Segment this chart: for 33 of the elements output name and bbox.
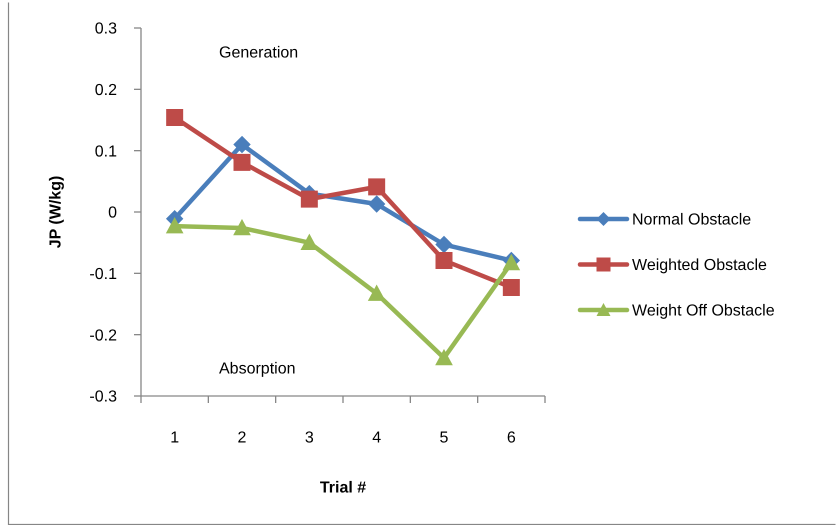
annotation: Absorption [219, 360, 296, 378]
y-tick-label: 0.1 [94, 143, 118, 160]
point [234, 136, 250, 154]
point [436, 236, 452, 254]
x-tick-label: 6 [506, 430, 516, 447]
point [300, 190, 318, 208]
y-tick-label: 0.3 [94, 20, 118, 38]
x-axis-title: Trial # [320, 480, 366, 497]
y-axis-title: JP (W/kg) [48, 176, 65, 248]
y-tick-label: -0.3 [89, 388, 118, 406]
y-tick-label: 0.2 [94, 82, 118, 99]
point [234, 154, 250, 171]
y-tick-label: 0 [108, 204, 118, 222]
point [368, 285, 386, 301]
y-tick-label: -0.1 [89, 266, 118, 283]
x-tick-label: 2 [238, 430, 247, 447]
point [234, 219, 250, 236]
y-tick-label: -0.2 [89, 327, 118, 344]
point [436, 349, 452, 366]
legend-label: Weight Off Obstacle [632, 302, 775, 320]
point [436, 252, 452, 269]
annotation: Generation [219, 44, 298, 62]
x-tick-label: 1 [170, 430, 180, 447]
legend-label: Weighted Obstacle [632, 257, 767, 274]
x-tick-label: 5 [440, 430, 449, 447]
point [166, 218, 184, 234]
point [368, 196, 386, 213]
point [368, 178, 386, 196]
x-tick-label: 3 [304, 430, 314, 447]
point [502, 278, 520, 296]
point [166, 109, 184, 126]
x-tick-label: 4 [372, 430, 382, 447]
legend-label: Normal Obstacle [632, 212, 752, 229]
